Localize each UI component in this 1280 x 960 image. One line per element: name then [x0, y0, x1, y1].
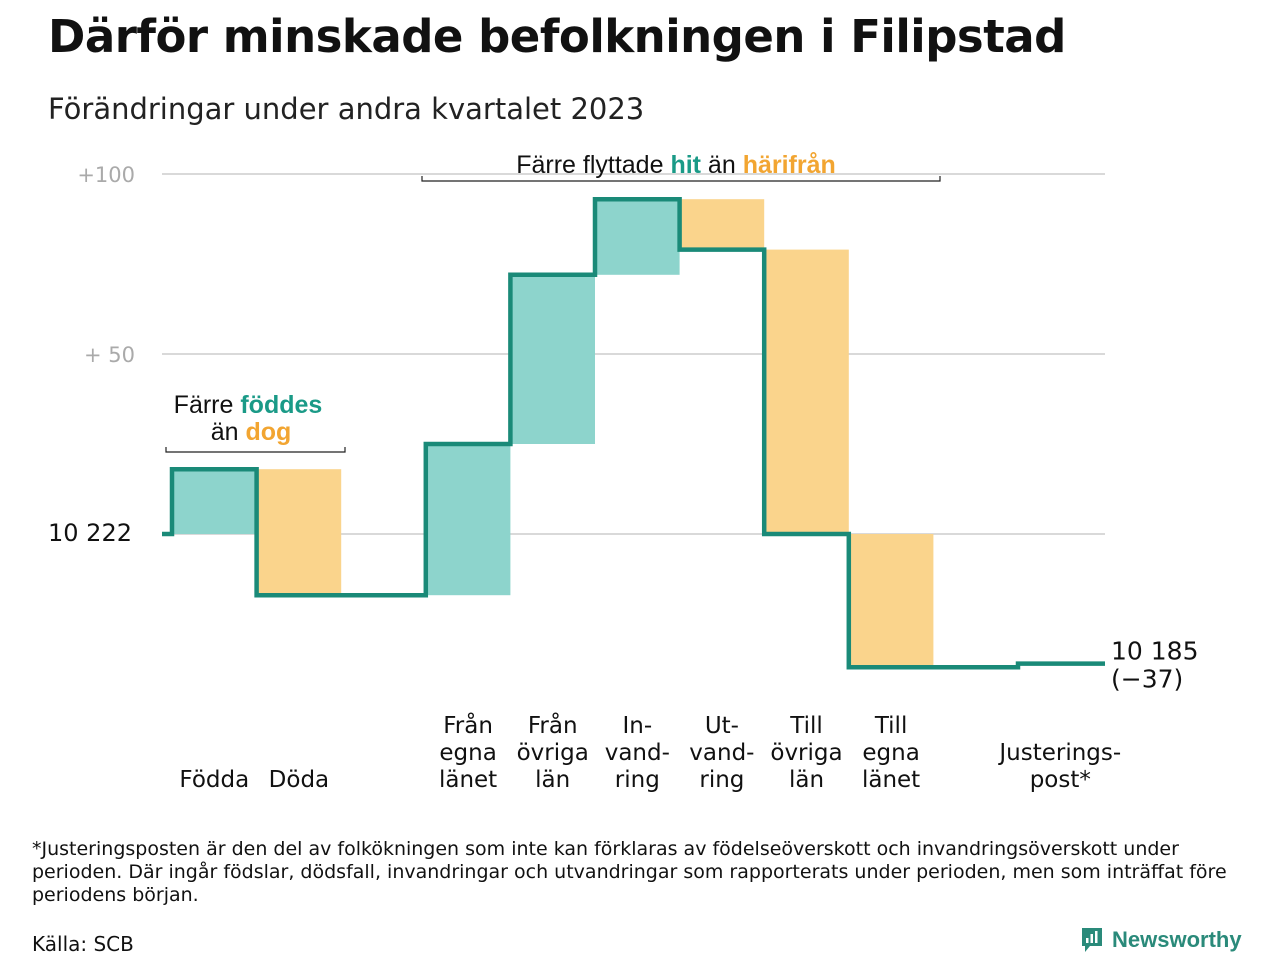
- category-label: övriga: [517, 740, 589, 766]
- category-label: vand-: [689, 740, 754, 766]
- y-tick-label: +100: [77, 163, 135, 187]
- category-label: post*: [1030, 767, 1091, 793]
- bar-outflow: [256, 469, 342, 596]
- category-label: vand-: [605, 740, 670, 766]
- category-label: Till: [789, 713, 823, 739]
- chart-title: Därför minskade befolkningen i Filipstad: [48, 10, 1066, 63]
- chart-subtitle: Förändringar under andra kvartalet 2023: [48, 92, 645, 126]
- bar-inflow: [595, 199, 680, 275]
- brand-logo: Newsworthy: [1080, 926, 1242, 954]
- end-value-label: 10 185: [1111, 637, 1198, 666]
- annotation-births-deaths: Färre föddes: [174, 391, 323, 419]
- bar-inflow: [172, 469, 257, 534]
- annotation-migration: Färre flyttade hit än härifrån: [516, 151, 836, 179]
- annotation-bracket: [165, 447, 346, 453]
- category-label: övriga: [770, 740, 842, 766]
- category-label: Justerings-: [997, 740, 1121, 766]
- step-line: [162, 196, 1105, 670]
- net-change-label: (−37): [1111, 665, 1183, 694]
- category-label: Från: [528, 711, 578, 739]
- newsworthy-logo-icon: [1082, 928, 1102, 952]
- category-label: Ut-: [705, 713, 739, 739]
- category-label: egna: [439, 740, 496, 766]
- annotation-bracket: [421, 176, 941, 182]
- bar-outflow: [764, 249, 849, 534]
- category-label: län: [535, 767, 570, 793]
- category-label: ring: [699, 767, 744, 793]
- category-label: In-: [622, 713, 652, 739]
- brand-name: Newsworthy: [1112, 927, 1242, 952]
- bar-outflow: [848, 534, 934, 668]
- source-text: Källa: SCB: [32, 932, 134, 956]
- category-label: länet: [439, 767, 497, 793]
- category-label: län: [789, 767, 824, 793]
- y-tick-label: + 50: [84, 343, 135, 367]
- category-label: Döda: [269, 767, 329, 793]
- start-value-label: 10 222: [48, 519, 132, 547]
- annotation-births-deaths-line2: än dog: [211, 418, 292, 446]
- footnote: *Justeringsposten är den del av folkökni…: [32, 838, 1227, 906]
- category-label: egna: [862, 740, 919, 766]
- category-label: Till: [874, 713, 908, 739]
- category-label: Från: [443, 711, 493, 739]
- category-label: ring: [615, 767, 660, 793]
- category-label: Födda: [179, 767, 249, 793]
- bar-inflow: [510, 274, 595, 444]
- bar-outflow: [679, 199, 765, 250]
- category-label: länet: [862, 767, 920, 793]
- bar-inflow: [425, 444, 511, 596]
